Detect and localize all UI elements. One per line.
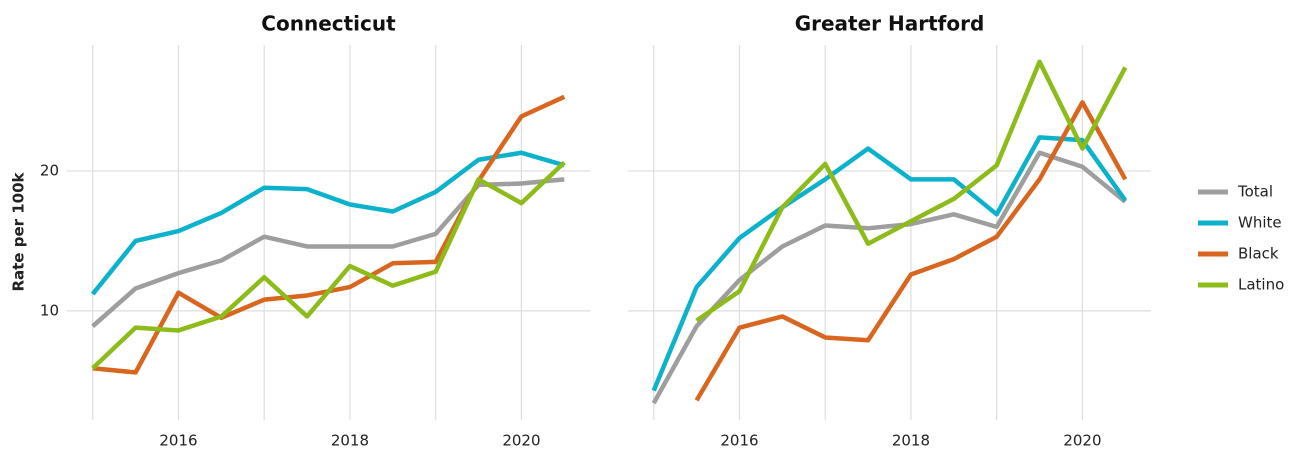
y-tick-label: 20 <box>40 161 59 179</box>
x-tick-label: 2016 <box>159 432 197 450</box>
legend-label: Latino <box>1238 276 1284 294</box>
panel-title: Connecticut <box>261 12 396 36</box>
x-tick-label: 2018 <box>892 432 930 450</box>
x-tick-label: 2016 <box>720 432 758 450</box>
legend-label: Total <box>1237 183 1273 201</box>
panel-title: Greater Hartford <box>795 12 985 36</box>
series-line <box>91 160 566 370</box>
series-line <box>90 150 565 296</box>
y-tick-label: 10 <box>40 301 59 319</box>
series-line <box>91 177 565 328</box>
x-tick-label: 2020 <box>502 432 540 450</box>
y-axis-label: Rate per 100k <box>10 171 28 291</box>
x-tick-label: 2020 <box>1063 432 1101 450</box>
series-line <box>694 100 1128 402</box>
legend-label: White <box>1238 214 1282 232</box>
x-tick-label: 2018 <box>331 432 369 450</box>
series-line <box>651 135 1128 392</box>
series-line <box>651 150 1127 405</box>
series-line <box>695 59 1128 323</box>
legend-label: Black <box>1238 245 1279 263</box>
